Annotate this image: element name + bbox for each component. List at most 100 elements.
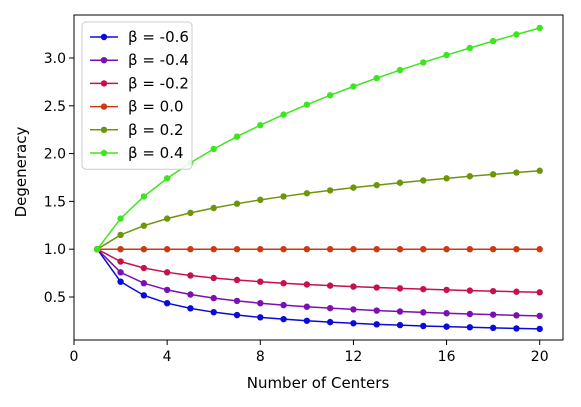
- data-point-4-18: [513, 169, 520, 176]
- data-point-0-3: [163, 300, 171, 307]
- data-point-1-18: [513, 312, 520, 319]
- legend: β = -0.6 β = -0.4 β = -0.2 β = 0.0 β = 0.2 β …: [81, 21, 193, 170]
- data-point-3-6: [233, 245, 241, 253]
- data-point-0-12: [373, 321, 380, 328]
- data-point-4-6: [233, 200, 241, 207]
- data-point-1-12: [373, 307, 380, 314]
- legend-marker-5: [100, 149, 108, 157]
- data-point-1-8: [280, 301, 287, 309]
- data-point-5-13: [396, 66, 404, 74]
- data-point-4-12: [373, 181, 380, 189]
- data-point-1-19: [536, 312, 543, 320]
- data-point-2-15: [443, 286, 450, 294]
- plot-area: 0 4 8 12 16 200.51.01.52.02.53.0β = -0.6β = -…: [44, 14, 564, 365]
- legend-label-1: β = -0.4: [128, 51, 189, 69]
- legend-label-0: β = -0.6: [128, 28, 189, 46]
- data-point-5-9: [303, 101, 311, 108]
- y-axis-label: Degeneracy: [12, 127, 30, 218]
- legend-label-2: β = -0.2: [128, 74, 189, 92]
- legend-marker-3: [100, 103, 108, 110]
- data-point-2-6: [233, 276, 241, 284]
- data-point-0-7: [257, 314, 264, 321]
- data-point-0-19: [536, 325, 543, 333]
- data-point-0-2: [140, 292, 148, 299]
- data-point-1-2: [140, 280, 148, 287]
- data-point-1-6: [233, 297, 241, 305]
- data-point-4-5: [210, 204, 217, 212]
- data-point-2-14: [420, 285, 427, 293]
- data-point-3-7: [257, 245, 264, 253]
- data-point-3-2: [140, 245, 148, 253]
- data-point-2-2: [140, 264, 148, 272]
- data-point-3-9: [303, 245, 311, 253]
- data-point-0-6: [233, 311, 241, 319]
- data-point-5-7: [257, 122, 264, 129]
- data-point-1-15: [443, 310, 450, 317]
- data-point-0-1: [117, 278, 124, 285]
- data-point-0-5: [210, 308, 217, 316]
- data-point-2-1: [117, 258, 124, 265]
- x-tick-label-2: 8: [256, 349, 265, 365]
- data-point-2-10: [326, 282, 334, 289]
- data-point-4-8: [280, 193, 287, 200]
- data-point-5-0: [94, 245, 101, 253]
- y-tick-label-1: 1.0: [44, 242, 66, 258]
- axes-frame: [73, 14, 564, 341]
- data-point-4-11: [350, 184, 357, 191]
- data-point-3-12: [373, 245, 380, 253]
- data-point-1-17: [489, 311, 497, 318]
- data-point-4-1: [117, 231, 124, 239]
- data-point-1-13: [396, 308, 404, 315]
- data-point-3-5: [210, 245, 217, 253]
- data-point-2-9: [303, 281, 311, 288]
- data-point-2-13: [396, 285, 404, 292]
- data-point-1-7: [257, 300, 264, 307]
- data-point-0-16: [466, 324, 474, 331]
- data-point-2-16: [466, 287, 474, 294]
- data-point-0-17: [489, 324, 497, 332]
- data-point-4-10: [326, 187, 334, 194]
- data-point-3-16: [466, 245, 474, 253]
- data-point-5-6: [233, 133, 241, 140]
- data-point-5-14: [420, 59, 427, 66]
- data-point-4-14: [420, 177, 427, 184]
- data-point-0-14: [420, 322, 427, 330]
- series-line-4: [96, 169, 540, 250]
- legend-marker-0: [100, 33, 108, 41]
- data-point-5-12: [373, 74, 380, 82]
- data-point-4-9: [303, 190, 311, 197]
- data-point-0-18: [513, 325, 520, 332]
- legend-box: [81, 21, 193, 170]
- data-point-4-13: [396, 179, 404, 186]
- data-point-5-1: [117, 215, 124, 222]
- data-point-2-8: [280, 280, 287, 287]
- data-point-5-11: [350, 83, 357, 90]
- data-point-3-18: [513, 245, 520, 253]
- data-point-1-9: [303, 303, 311, 310]
- data-point-3-10: [326, 245, 334, 253]
- x-tick-label-5: 20: [531, 349, 549, 365]
- data-point-3-1: [117, 245, 124, 253]
- y-tick-label-3: 2.0: [44, 147, 66, 163]
- x-tick-label-1: 4: [163, 349, 172, 365]
- data-point-1-3: [163, 286, 171, 294]
- data-point-3-3: [163, 245, 171, 253]
- data-point-2-18: [513, 288, 520, 295]
- data-point-2-3: [163, 269, 171, 276]
- x-tick-label-4: 16: [438, 349, 456, 365]
- data-point-3-13: [396, 245, 404, 253]
- series-line-2: [96, 248, 540, 294]
- data-point-2-17: [489, 287, 497, 295]
- data-point-1-5: [210, 294, 217, 302]
- legend-label-5: β = 0.4: [128, 144, 184, 162]
- data-point-5-19: [536, 24, 543, 32]
- data-point-2-19: [536, 289, 543, 296]
- data-point-5-17: [489, 37, 497, 45]
- data-point-2-12: [373, 284, 380, 291]
- y-tick-label-4: 2.5: [44, 99, 66, 115]
- data-point-1-4: [187, 291, 194, 298]
- legend-marker-2: [100, 80, 108, 87]
- series-line-1: [96, 248, 540, 317]
- x-tick-label-3: 12: [345, 349, 363, 365]
